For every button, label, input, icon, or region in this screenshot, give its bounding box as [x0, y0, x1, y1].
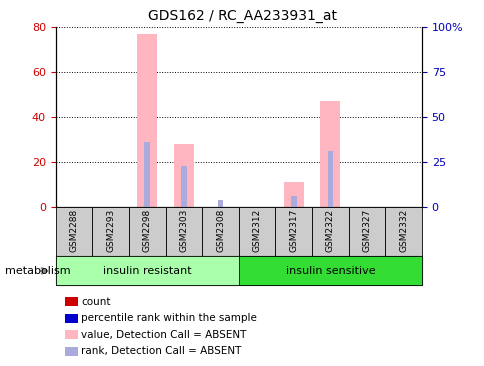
Bar	[384, 207, 421, 256]
Bar	[173, 144, 194, 207]
Bar	[348, 207, 385, 256]
Bar	[217, 200, 223, 207]
Bar	[202, 207, 239, 256]
Bar	[92, 207, 129, 256]
Bar	[290, 195, 296, 207]
Bar	[327, 151, 333, 207]
Bar	[239, 207, 275, 256]
Text: GSM2317: GSM2317	[288, 209, 298, 252]
Text: GSM2332: GSM2332	[398, 209, 408, 252]
Text: value, Detection Call = ABSENT: value, Detection Call = ABSENT	[81, 329, 246, 340]
Bar	[275, 207, 312, 256]
Bar	[129, 207, 166, 256]
Bar	[239, 256, 421, 285]
Text: GSM2322: GSM2322	[325, 209, 334, 252]
Text: GSM2303: GSM2303	[179, 209, 188, 252]
Bar	[166, 207, 202, 256]
Bar	[312, 207, 348, 256]
Text: insulin sensitive: insulin sensitive	[285, 266, 375, 276]
Text: percentile rank within the sample: percentile rank within the sample	[81, 313, 257, 323]
Text: GSM2293: GSM2293	[106, 209, 115, 252]
Bar	[283, 182, 303, 207]
Text: insulin resistant: insulin resistant	[103, 266, 191, 276]
Text: count: count	[81, 296, 111, 307]
Bar	[56, 207, 92, 256]
Text: GSM2327: GSM2327	[362, 209, 371, 252]
Text: metabolism: metabolism	[5, 266, 70, 276]
Bar	[137, 34, 157, 207]
Bar	[56, 256, 239, 285]
Text: GSM2308: GSM2308	[215, 209, 225, 252]
Bar	[319, 101, 340, 207]
Text: GSM2298: GSM2298	[142, 209, 151, 252]
Bar	[144, 142, 150, 207]
Text: rank, Detection Call = ABSENT: rank, Detection Call = ABSENT	[81, 346, 242, 356]
Bar	[181, 167, 186, 207]
Text: GSM2312: GSM2312	[252, 209, 261, 252]
Text: GSM2288: GSM2288	[69, 209, 78, 252]
Text: GDS162 / RC_AA233931_at: GDS162 / RC_AA233931_at	[148, 9, 336, 23]
